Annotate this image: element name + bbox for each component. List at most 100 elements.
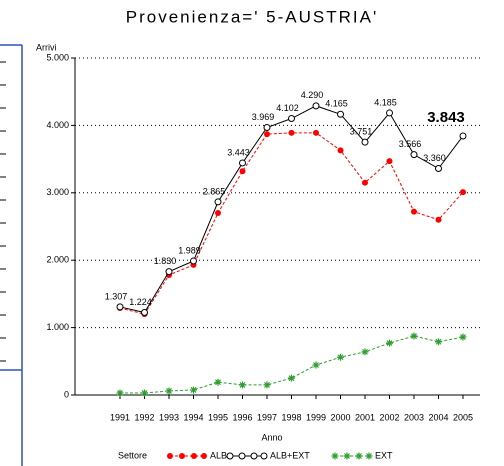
point [116,389,124,397]
x-tick-label: 1997 [257,412,277,422]
point [165,268,173,276]
y-tick-label: 0 [64,389,69,399]
legend-marker [226,452,234,460]
legend-marker [250,452,258,460]
data-label: 3.443 [227,147,250,157]
x-tick-label: 1996 [232,412,252,422]
point [361,138,369,146]
point [386,339,393,347]
legend-marker [343,452,351,460]
point [288,115,295,123]
data-label: 1.989 [178,245,201,255]
point [263,381,271,389]
point [460,189,466,196]
point [337,110,344,118]
series-line [119,105,464,314]
point [141,389,148,397]
point [337,353,344,361]
legend-label: EXT [375,450,393,460]
legend-marker [238,452,246,460]
point [239,381,246,389]
point [215,210,221,217]
x-tick-label: 1992 [134,412,154,422]
data-label: 4.165 [325,99,348,109]
point [459,132,467,140]
point [141,309,148,317]
point [361,348,369,356]
point [116,303,124,311]
data-label: 4.185 [374,97,397,107]
point [435,216,442,223]
point [239,159,246,167]
x-tick-label: 2000 [330,412,350,422]
y-tick-label: 5.000 [46,52,69,62]
point [410,151,418,159]
data-label: 3.360 [423,153,446,163]
data-label: 2.865 [203,186,226,196]
legend-label: ALB [210,450,227,460]
point [239,168,246,175]
legend-marker [355,452,363,460]
point [312,102,320,110]
legend-marker [201,453,207,459]
x-tick-label: 1995 [208,412,228,422]
series-line [120,335,464,394]
x-tick-label: 2005 [453,412,473,422]
data-label: 3.566 [399,139,422,149]
point [411,208,417,215]
y-axis-label: Arrivi [36,42,57,52]
data-label: 3.843 [427,109,465,126]
y-tick-label: 3.000 [46,187,69,197]
legend-marker [365,452,373,460]
point [435,165,442,173]
x-tick-label: 1994 [183,412,203,422]
legend-title: Settore [118,450,147,460]
point [435,338,442,346]
point [386,109,393,117]
point [386,158,393,165]
point [214,378,222,386]
data-label: 1.224 [129,297,152,307]
point [337,147,344,154]
data-label: 4.102 [276,103,299,113]
point [362,179,368,186]
data-label: 3.751 [350,127,373,137]
edge-ticks [0,61,6,362]
x-tick-label: 1998 [281,412,301,422]
chart-title: Provenienza=' 5-AUSTRIA' [126,7,378,26]
data-label: 3.969 [252,112,275,122]
x-tick-label: 2002 [379,412,399,422]
x-tick-label: 1991 [110,412,130,422]
legend-marker [179,453,185,459]
legend-label: ALB+EXT [270,450,310,460]
legend-marker [260,452,268,460]
x-axis-label: Anno [261,432,282,442]
point [312,361,320,369]
x-tick-label: 1999 [306,412,326,422]
data-label: 1.830 [154,256,177,266]
y-tick-label: 4.000 [46,120,69,130]
point [263,123,271,131]
y-tick-label: 2.000 [46,255,69,265]
data-label: 4.290 [301,90,324,100]
x-tick-label: 1993 [159,412,179,422]
point [264,131,270,138]
point [288,129,295,136]
series-line [119,132,464,315]
point [313,129,319,136]
x-tick-label: 2001 [355,412,375,422]
point [190,386,197,394]
point [459,333,467,341]
point [288,374,295,382]
point [410,332,418,340]
legend-marker [191,453,197,459]
x-tick-label: 2003 [404,412,424,422]
y-tick-label: 1.000 [46,322,69,332]
x-tick-label: 2004 [428,412,448,422]
legend-marker [167,453,173,459]
point [165,387,173,395]
legend-marker [331,452,339,460]
point [190,257,197,265]
data-label: 1.307 [105,291,128,301]
